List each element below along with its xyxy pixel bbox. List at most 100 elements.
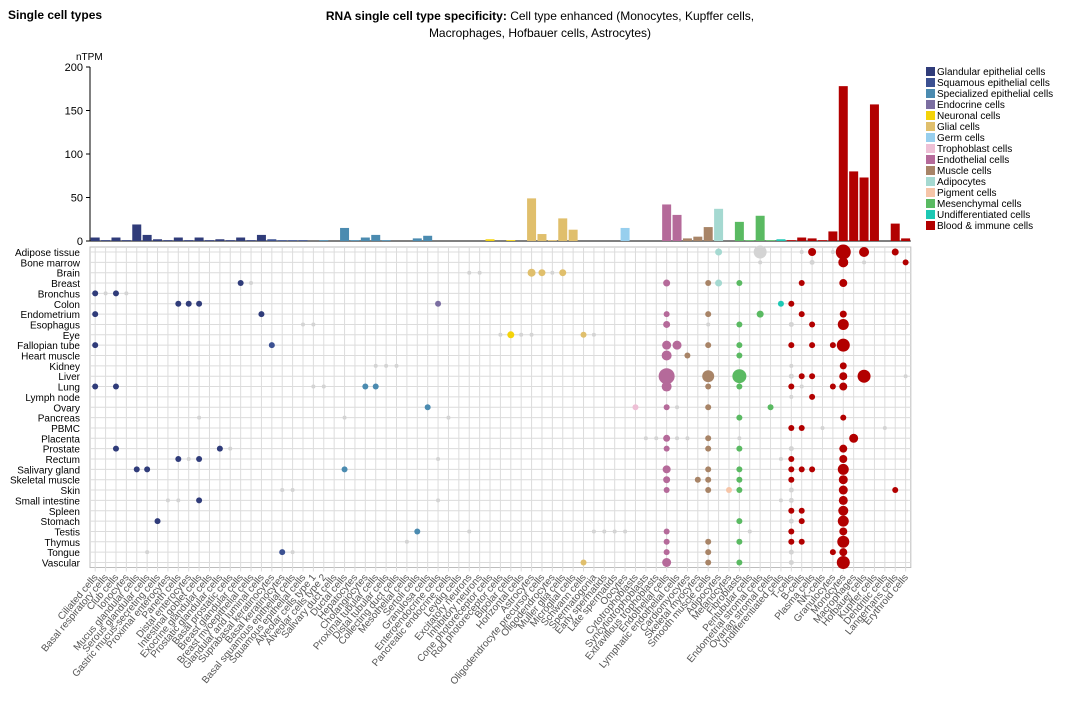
dot [789,394,794,399]
dot [788,538,795,545]
dot [903,374,908,379]
dot [661,381,672,392]
dot [705,342,712,349]
chart-title-bold: RNA single cell type specificity: [325,9,507,23]
dot [736,476,743,483]
dot [839,362,847,370]
dot [798,507,805,514]
dot [527,268,536,277]
tissue-label: Fallopian tube [17,341,80,352]
dot [820,425,825,430]
dot [736,383,743,390]
tissue-label: Breast [51,279,80,290]
legend-label: Adipocytes [937,177,986,188]
bar [838,86,848,241]
dot [838,257,849,268]
y-tick-label: 100 [65,149,83,161]
dot [809,259,815,265]
legend-label: Specialized epithelial cells [937,89,1053,100]
dot [538,269,546,277]
bar [755,215,765,241]
dot [654,436,659,441]
tissue-label: Small intestine [15,496,80,507]
dot [663,279,671,287]
tissue-label: Bone marrow [21,258,81,269]
y-axis-label: nTPM [76,52,103,63]
legend-label: Trophoblast cells [937,144,1012,155]
dot [829,549,836,556]
dot [300,322,305,327]
dot [662,340,672,350]
bar [797,237,807,241]
bar [807,238,817,241]
dot [216,445,223,452]
dot [175,456,182,462]
bar [246,240,256,241]
dot [684,352,691,359]
dot [715,248,723,256]
dot [124,291,129,296]
legend-swatch [926,144,935,153]
dot [550,270,555,275]
dot [857,369,871,383]
dot [529,332,534,337]
dot [311,322,316,327]
dot [849,433,859,443]
tissue-label: Tongue [47,548,80,559]
bar [90,237,100,241]
dot [838,485,848,495]
dot [829,342,836,349]
dot [732,369,747,384]
y-tick-label: 200 [65,62,83,74]
dot [632,404,639,411]
bar [869,104,879,241]
dot [658,368,675,385]
tissue-label: Liver [58,372,80,383]
dot [798,538,805,545]
dot [839,548,848,557]
dot [446,415,451,420]
dot [705,466,712,473]
bar [412,238,422,241]
dot [196,456,203,462]
bar [672,214,682,241]
bar [298,240,308,241]
legend-swatch [926,221,935,230]
chart-title-rest: Cell type enhanced (Monocytes, Kupffer c… [428,9,755,40]
dot [321,384,326,389]
dot [798,424,805,431]
dot [663,538,670,545]
bar [849,171,859,241]
tissue-label: Skeletal muscle [10,476,80,487]
dot [663,404,670,411]
dot [519,332,524,337]
dot [705,280,712,287]
tissue-label: PBMC [51,424,80,435]
dot [829,383,836,390]
bar [682,238,692,241]
dot [663,476,671,484]
bar [225,240,235,241]
dot [290,488,295,493]
dot [767,404,774,411]
dot [237,280,244,287]
dot [808,248,817,256]
dot [612,529,617,534]
bar [132,224,142,241]
dot [839,527,848,536]
dot [839,444,848,453]
dot [705,487,712,494]
dot [103,291,108,296]
legend-swatch [926,199,935,208]
bar [662,204,672,241]
dot [507,331,515,339]
legend-label: Neuronal cells [937,111,1000,122]
bar [184,240,194,241]
dot [788,549,794,555]
legend-swatch [926,67,935,76]
dot [809,321,816,328]
bar [485,239,495,241]
dot [144,466,151,473]
dot [342,415,347,420]
